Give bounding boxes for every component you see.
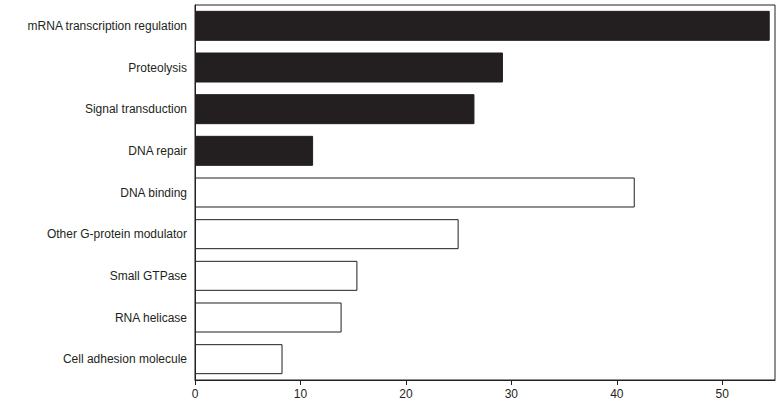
- svg-text:10: 10: [294, 387, 308, 401]
- svg-text:0: 0: [192, 387, 199, 401]
- svg-text:Signal transduction: Signal transduction: [85, 102, 187, 116]
- svg-text:mRNA transcription regulation: mRNA transcription regulation: [28, 19, 187, 33]
- svg-text:Small GTPase: Small GTPase: [110, 269, 188, 283]
- svg-text:40: 40: [610, 387, 624, 401]
- svg-text:DNA repair: DNA repair: [128, 144, 187, 158]
- svg-text:Proteolysis: Proteolysis: [128, 61, 187, 75]
- svg-text:50: 50: [716, 387, 730, 401]
- svg-text:DNA binding: DNA binding: [120, 186, 187, 200]
- svg-text:RNA helicase: RNA helicase: [115, 311, 187, 325]
- svg-text:20: 20: [399, 387, 413, 401]
- svg-text:Other G-protein modulator: Other G-protein modulator: [47, 227, 187, 241]
- svg-text:Cell adhesion molecule: Cell adhesion molecule: [63, 352, 187, 366]
- svg-text:30: 30: [505, 387, 519, 401]
